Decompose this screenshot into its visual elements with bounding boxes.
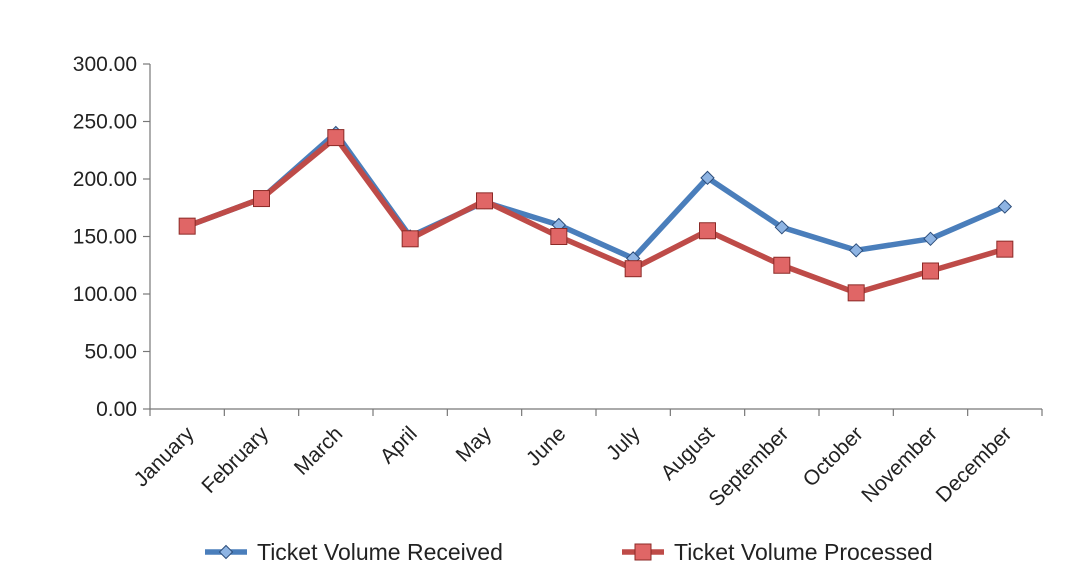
y-tick-label: 0.00 — [96, 398, 137, 421]
x-tick-label: May — [452, 422, 497, 467]
legend-diamond-marker — [218, 544, 234, 560]
x-tick-label: January — [130, 422, 199, 491]
square-marker — [922, 262, 939, 280]
square-marker — [847, 284, 865, 302]
square-marker — [253, 190, 270, 208]
x-tick-label: October — [799, 422, 868, 491]
square-marker — [327, 129, 345, 147]
series-received — [179, 125, 1013, 266]
x-tick-label: February — [197, 422, 273, 498]
square-marker — [178, 217, 196, 235]
y-tick-label: 250.00 — [73, 111, 137, 134]
diamond-marker — [997, 199, 1013, 214]
diamond-marker — [774, 220, 790, 235]
x-tick-label: March — [290, 422, 348, 480]
x-tick-label: April — [376, 422, 422, 468]
x-tick-label: August — [657, 422, 720, 485]
y-tick-label: 300.00 — [73, 53, 137, 76]
legend-label: Ticket Volume Received — [257, 539, 503, 565]
x-tick-label: December — [932, 422, 1017, 507]
y-tick-label: 150.00 — [73, 226, 137, 249]
chart-legend: Ticket Volume Received Ticket Volume Proc… — [205, 539, 933, 565]
legend-item: Ticket Volume Received — [205, 539, 503, 565]
series-processed — [178, 129, 1014, 302]
square-marker — [624, 260, 642, 278]
diamond-marker — [923, 231, 938, 247]
square-marker — [699, 222, 716, 240]
square-marker — [550, 228, 568, 245]
square-marker — [401, 230, 419, 248]
diamond-marker — [700, 170, 715, 186]
diamond-marker — [848, 243, 864, 258]
legend-item: Ticket Volume Processed — [622, 539, 933, 565]
legend-square-marker — [634, 543, 652, 561]
square-marker — [996, 240, 1014, 258]
y-tick-label: 100.00 — [73, 283, 137, 306]
x-tick-label: November — [857, 422, 942, 507]
series-line — [184, 130, 1008, 262]
series-line — [184, 134, 1008, 296]
x-tick-label: June — [522, 422, 570, 470]
x-tick-label: July — [602, 422, 645, 465]
square-marker — [476, 192, 493, 210]
chart-series — [178, 125, 1014, 302]
legend-label: Ticket Volume Processed — [674, 539, 933, 565]
y-tick-label: 200.00 — [73, 168, 137, 191]
x-tick-label: September — [704, 422, 793, 511]
square-marker — [773, 256, 791, 274]
y-tick-label: 50.00 — [84, 341, 137, 364]
